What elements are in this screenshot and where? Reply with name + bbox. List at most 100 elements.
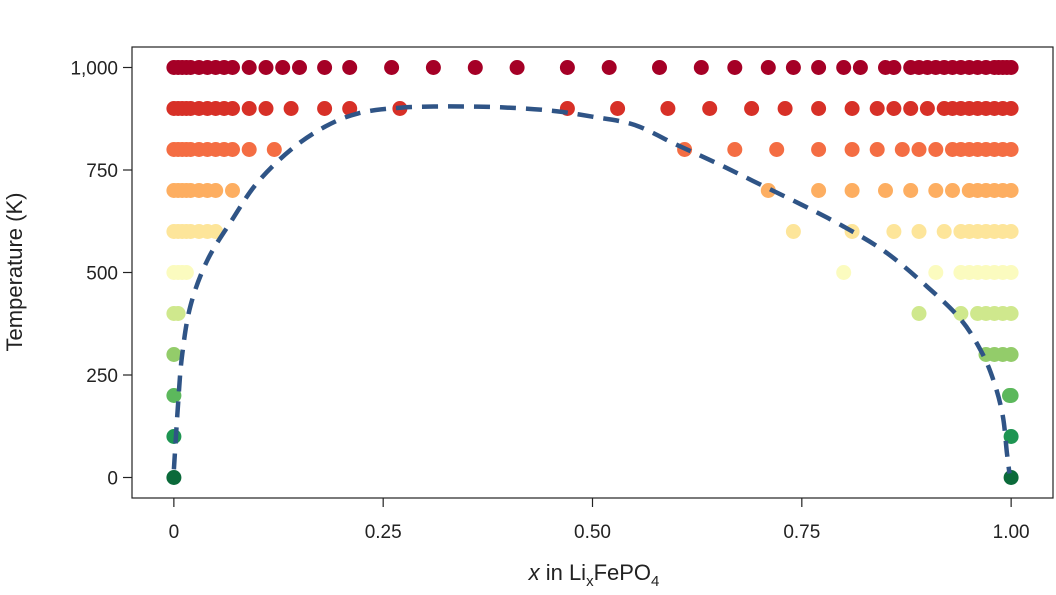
- data-point-T200-2: [1003, 388, 1019, 403]
- x-axis-title-subscript-2: 4: [651, 573, 659, 590]
- data-point-T700-12: [878, 183, 893, 198]
- data-point-T800-11: [266, 142, 282, 157]
- data-point-T1000-19: [509, 60, 525, 75]
- miscibility-gap-curve: [171, 104, 1012, 474]
- x-axis-title: x in LixFePO4: [528, 560, 660, 590]
- data-point-T1000-31: [886, 60, 902, 75]
- x-axis-title-subscript: x: [586, 573, 594, 590]
- data-point-T800-13: [727, 142, 743, 157]
- data-point-T800-28: [1003, 142, 1019, 157]
- data-point-T700-8: [225, 183, 240, 198]
- data-point-T500-3: [178, 265, 194, 280]
- data-point-T700-13: [903, 183, 919, 198]
- x-tick-label-4: 1.00: [993, 522, 1030, 543]
- y-tick-label-1: 250: [86, 366, 118, 387]
- data-point-T1000-13: [292, 60, 307, 75]
- data-point-T400-3: [953, 306, 969, 321]
- data-point-T1000-22: [652, 60, 667, 75]
- data-point-T1000-28: [836, 60, 852, 75]
- data-point-T600-11: [911, 224, 927, 239]
- data-point-T1000-46: [1003, 60, 1019, 75]
- data-point-T900-12: [283, 101, 299, 116]
- data-point-T900-13: [317, 101, 333, 116]
- data-point-T800-18: [894, 142, 910, 157]
- data-point-T800-10: [241, 142, 257, 157]
- data-point-T400-8: [1003, 306, 1019, 321]
- data-point-T700-21: [1003, 183, 1019, 198]
- data-point-T900-22: [811, 101, 827, 116]
- data-point-T900-9: [225, 101, 240, 116]
- data-point-T800-19: [911, 142, 927, 157]
- data-point-T1000-27: [811, 60, 827, 75]
- data-point-T1000-18: [467, 60, 483, 75]
- data-point-T1000-9: [225, 60, 240, 75]
- x-tick-label-2: 0.50: [574, 522, 611, 543]
- y-tick-label-4: 1,000: [70, 59, 118, 80]
- data-point-T1000-15: [342, 60, 358, 75]
- data-point-T800-14: [769, 142, 785, 157]
- data-point-T700-7: [208, 183, 224, 198]
- data-point-T100-1: [1003, 429, 1019, 444]
- data-point-T0-0: [166, 470, 182, 485]
- data-point-T800-9: [225, 142, 240, 157]
- y-tick-label-2: 500: [86, 264, 118, 285]
- data-point-T900-20: [744, 101, 760, 116]
- data-point-T400-2: [911, 306, 927, 321]
- y-tick-label-3: 750: [86, 161, 118, 182]
- data-point-T1000-20: [559, 60, 575, 75]
- data-point-T700-10: [811, 183, 827, 198]
- x-tick-label-1: 0.25: [365, 522, 402, 543]
- data-point-T200-0: [166, 388, 182, 403]
- data-point-T900-25: [886, 101, 902, 116]
- data-point-T900-19: [702, 101, 718, 116]
- x-tick-label-0: 0: [169, 522, 180, 543]
- data-point-T1000-10: [241, 60, 257, 75]
- data-point-T1000-16: [384, 60, 400, 75]
- data-point-T600-19: [1003, 224, 1019, 239]
- data-point-T900-11: [258, 101, 274, 116]
- data-point-T900-27: [919, 101, 935, 116]
- x-axis-title-text: in Li: [540, 560, 586, 585]
- x-axis-ticks: 0 0.25 0.50 0.75 1.00: [169, 498, 1030, 543]
- data-point-T700-15: [945, 183, 960, 198]
- data-point-T1000-26: [785, 60, 801, 75]
- data-point-T300-0: [166, 347, 182, 362]
- data-point-T900-24: [869, 101, 885, 116]
- data-point-T800-15: [811, 142, 827, 157]
- data-point-T400-1: [170, 306, 186, 321]
- data-point-T1000-11: [258, 60, 274, 75]
- data-point-T900-26: [903, 101, 919, 116]
- y-axis-ticks: 0 250 500 750 1,000: [70, 59, 132, 490]
- data-point-T700-9: [760, 183, 776, 198]
- data-point-T500-5: [928, 265, 944, 280]
- x-tick-label-3: 0.75: [783, 522, 820, 543]
- data-point-T1000-23: [693, 60, 709, 75]
- data-point-T900-36: [1003, 101, 1019, 116]
- data-point-T500-4: [836, 265, 852, 280]
- y-axis-title: Temperature (K): [2, 193, 27, 352]
- data-point-T900-17: [610, 101, 626, 116]
- data-point-T1000-12: [275, 60, 291, 75]
- data-point-T800-17: [869, 142, 885, 157]
- data-point-T900-10: [241, 101, 257, 116]
- data-point-T0-1: [1003, 470, 1019, 485]
- data-point-T1000-24: [727, 60, 743, 75]
- data-point-T900-21: [777, 101, 793, 116]
- data-point-T900-14: [342, 101, 358, 116]
- data-point-T1000-29: [852, 60, 868, 75]
- data-point-T1000-21: [601, 60, 617, 75]
- data-point-T600-8: [785, 224, 801, 239]
- data-point-T900-23: [844, 101, 860, 116]
- data-point-T500-12: [1003, 265, 1019, 280]
- data-point-T300-4: [1003, 347, 1019, 362]
- data-point-T600-10: [886, 224, 902, 239]
- data-point-T900-18: [660, 101, 676, 116]
- data-point-T700-14: [928, 183, 944, 198]
- data-point-T800-16: [844, 142, 860, 157]
- data-point-T1000-17: [425, 60, 441, 75]
- y-tick-label-0: 0: [107, 469, 118, 490]
- data-point-T700-11: [844, 183, 860, 198]
- data-points: [166, 60, 1019, 485]
- x-axis-title-compound: FePO: [594, 560, 651, 585]
